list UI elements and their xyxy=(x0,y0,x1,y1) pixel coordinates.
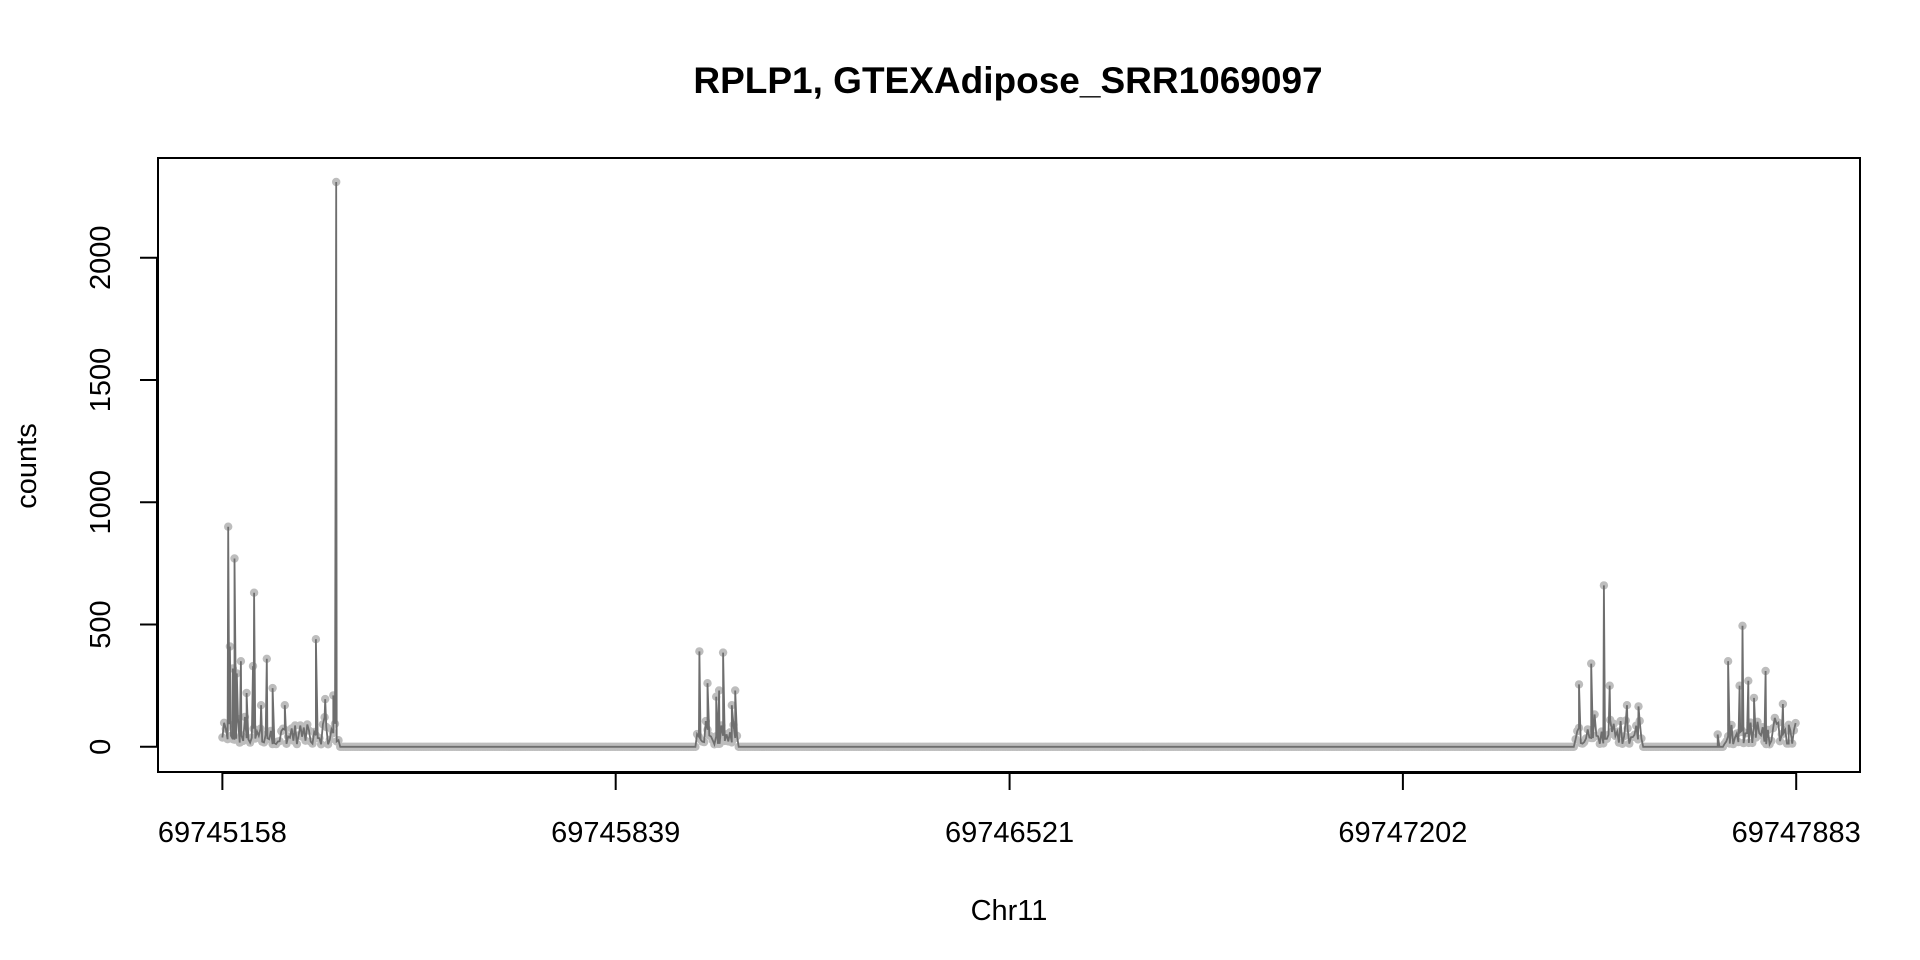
x-tick-label: 69746521 xyxy=(945,817,1074,849)
y-tick-label: 1500 xyxy=(85,348,117,413)
x-tick-label: 69745839 xyxy=(551,817,680,849)
coverage-points xyxy=(218,177,1800,751)
plot-marks xyxy=(218,177,1800,751)
coverage-point xyxy=(1791,718,1800,728)
y-axis: 0 500 1000 1500 2000 xyxy=(85,226,158,755)
y-axis-label: counts xyxy=(11,423,43,508)
y-tick-label: 1000 xyxy=(85,470,117,535)
y-tick-label: 0 xyxy=(85,739,117,755)
chart-title: RPLP1, GTEXAdipose_SRR1069097 xyxy=(693,60,1322,101)
x-tick-label: 69745158 xyxy=(158,817,287,849)
x-axis-label: Chr11 xyxy=(971,895,1048,927)
coverage-line xyxy=(221,181,1797,748)
y-tick-label: 500 xyxy=(85,600,117,648)
y-tick-label: 2000 xyxy=(85,226,117,291)
x-tick-label: 69747202 xyxy=(1338,817,1467,849)
x-tick-label: 69747883 xyxy=(1732,817,1861,849)
x-axis: 69745158 69745839 69746521 69747202 69747883 xyxy=(158,772,1861,849)
